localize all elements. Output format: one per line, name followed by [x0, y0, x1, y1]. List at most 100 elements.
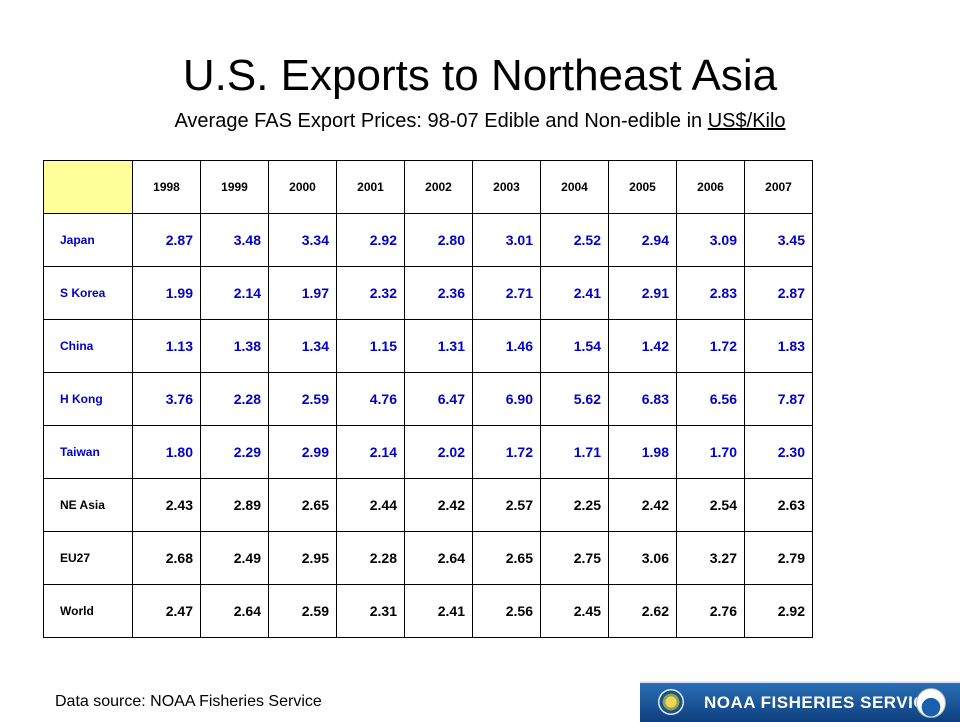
data-source-note: Data source: NOAA Fisheries Service: [55, 693, 322, 710]
price-cell: 3.09: [676, 213, 745, 267]
table-row: NE Asia 2.43 2.89 2.65 2.44 2.42 2.57 2.25 2.42 2…: [43, 478, 813, 532]
year-header: 1999: [200, 160, 269, 214]
price-cell: 2.02: [404, 425, 473, 479]
price-cell: 2.83: [676, 266, 745, 320]
price-cell: 1.97: [268, 266, 337, 320]
year-header-row: 1998 1999 2000 2001 2002 2003 2004 2005 …: [43, 160, 813, 214]
price-cell: 2.65: [472, 531, 541, 585]
price-cell: 2.30: [744, 425, 813, 479]
price-cell: 1.72: [472, 425, 541, 479]
price-cell: 1.80: [132, 425, 201, 479]
price-cell: 1.70: [676, 425, 745, 479]
price-table: 1998 1999 2000 2001 2002 2003 2004 2005 …: [43, 160, 813, 638]
price-cell: 3.45: [744, 213, 813, 267]
price-cell: 2.14: [336, 425, 405, 479]
price-cell: 2.76: [676, 584, 745, 638]
price-cell: 2.87: [744, 266, 813, 320]
year-header: 2006: [676, 160, 745, 214]
year-header: 2000: [268, 160, 337, 214]
table-row: Taiwan 1.80 2.29 2.99 2.14 2.02 1.72 1.71 1.98 1.…: [43, 425, 813, 479]
price-cell: 6.56: [676, 372, 745, 426]
subtitle-text: Average FAS Export Prices: 98-07 Edible …: [174, 110, 708, 132]
price-cell: 7.87: [744, 372, 813, 426]
price-cell: 2.59: [268, 584, 337, 638]
price-cell: 2.31: [336, 584, 405, 638]
price-cell: 1.99: [132, 266, 201, 320]
price-cell: 2.63: [744, 478, 813, 532]
header-corner-cell: [43, 160, 133, 214]
price-cell: 2.64: [404, 531, 473, 585]
price-cell: 1.15: [336, 319, 405, 373]
price-cell: 2.64: [200, 584, 269, 638]
commerce-seal-icon: [658, 689, 684, 715]
year-header: 2003: [472, 160, 541, 214]
price-cell: 2.99: [268, 425, 337, 479]
price-cell: 2.14: [200, 266, 269, 320]
price-cell: 2.54: [676, 478, 745, 532]
price-cell: 2.47: [132, 584, 201, 638]
price-cell: 2.80: [404, 213, 473, 267]
price-cell: 3.76: [132, 372, 201, 426]
price-cell: 2.56: [472, 584, 541, 638]
price-cell: 2.89: [200, 478, 269, 532]
price-cell: 2.45: [540, 584, 609, 638]
price-cell: 1.31: [404, 319, 473, 373]
price-cell: 2.71: [472, 266, 541, 320]
row-label: China: [43, 319, 133, 373]
price-cell: 1.98: [608, 425, 677, 479]
price-cell: 6.90: [472, 372, 541, 426]
price-cell: 2.28: [336, 531, 405, 585]
noaa-fisheries-logo: NOAA FISHERIES SERVICE: [640, 681, 960, 722]
table-row: S Korea 1.99 2.14 1.97 2.32 2.36 2.71 2.41 2.91 2…: [43, 266, 813, 320]
row-label: Japan: [43, 213, 133, 267]
price-cell: 2.62: [608, 584, 677, 638]
price-cell: 2.41: [540, 266, 609, 320]
price-cell: 2.44: [336, 478, 405, 532]
price-cell: 2.36: [404, 266, 473, 320]
price-cell: 1.71: [540, 425, 609, 479]
table-row: China 1.13 1.38 1.34 1.15 1.31 1.46 1.54 1.42 1.7…: [43, 319, 813, 373]
subtitle-unit: US$/Kilo: [707, 110, 786, 132]
logo-text: NOAA FISHERIES SERVICE: [704, 693, 938, 712]
price-cell: 2.42: [404, 478, 473, 532]
price-cell: 2.95: [268, 531, 337, 585]
price-cell: 3.01: [472, 213, 541, 267]
price-cell: 1.83: [744, 319, 813, 373]
page-title: U.S. Exports to Northeast Asia: [182, 51, 778, 100]
price-cell: 1.46: [472, 319, 541, 373]
price-cell: 3.34: [268, 213, 337, 267]
table-row: EU27 2.68 2.49 2.95 2.28 2.64 2.65 2.75 3.06 3.27…: [43, 531, 813, 585]
price-cell: 3.06: [608, 531, 677, 585]
price-cell: 1.42: [608, 319, 677, 373]
price-cell: 2.49: [200, 531, 269, 585]
year-header: 1998: [132, 160, 201, 214]
price-cell: 2.94: [608, 213, 677, 267]
page-subtitle: Average FAS Export Prices: 98-07 Edible …: [0, 108, 960, 134]
price-cell: 4.76: [336, 372, 405, 426]
price-cell: 2.28: [200, 372, 269, 426]
price-cell: 2.79: [744, 531, 813, 585]
price-cell: 2.65: [268, 478, 337, 532]
table-row: World 2.47 2.64 2.59 2.31 2.41 2.56 2.45 2.62 2.7…: [43, 584, 813, 638]
price-cell: 1.13: [132, 319, 201, 373]
year-header: 2001: [336, 160, 405, 214]
row-label: H Kong: [43, 372, 133, 426]
price-cell: 5.62: [540, 372, 609, 426]
price-cell: 6.47: [404, 372, 473, 426]
price-cell: 2.41: [404, 584, 473, 638]
year-header: 2002: [404, 160, 473, 214]
price-cell: 2.68: [132, 531, 201, 585]
table-row: Japan 2.87 3.48 3.34 2.92 2.80 3.01 2.52 2.94 3.0…: [43, 213, 813, 267]
noaa-emblem-icon: [916, 688, 946, 718]
price-cell: 2.43: [132, 478, 201, 532]
table-row: H Kong 3.76 2.28 2.59 4.76 6.47 6.90 5.62 6.83 6.…: [43, 372, 813, 426]
price-cell: 2.29: [200, 425, 269, 479]
price-cell: 1.72: [676, 319, 745, 373]
row-label: S Korea: [43, 266, 133, 320]
price-cell: 2.52: [540, 213, 609, 267]
price-cell: 2.91: [608, 266, 677, 320]
year-header: 2005: [608, 160, 677, 214]
price-cell: 2.57: [472, 478, 541, 532]
year-header: 2004: [540, 160, 609, 214]
price-cell: 2.32: [336, 266, 405, 320]
